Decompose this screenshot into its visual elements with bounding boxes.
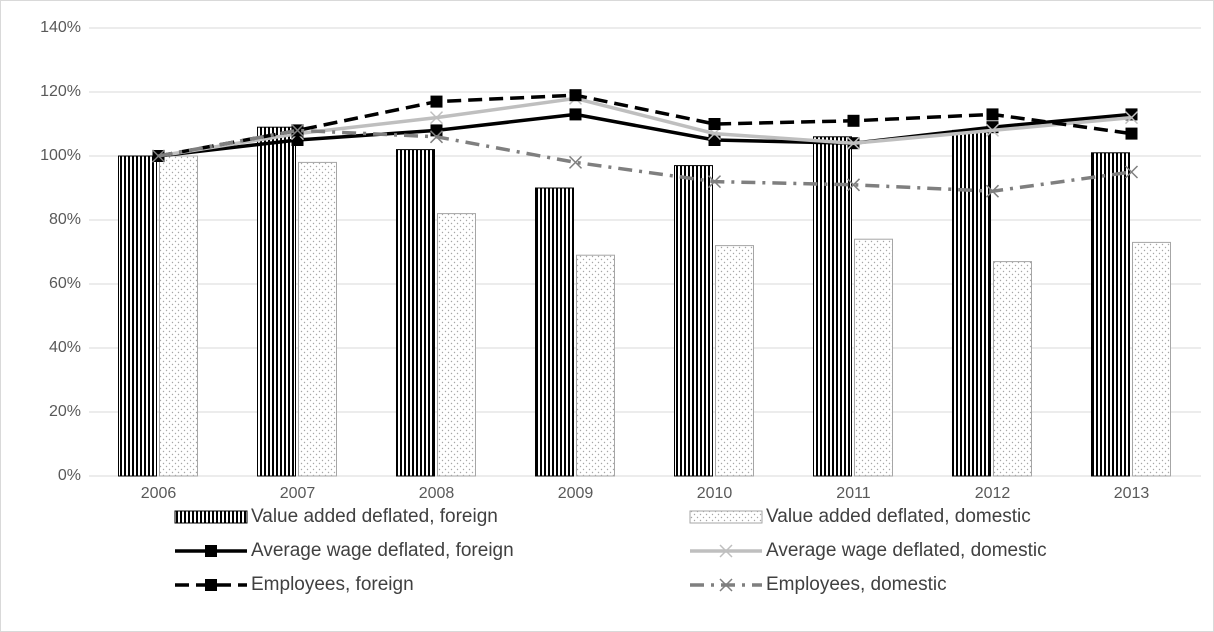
marker [986, 108, 999, 121]
marker [429, 130, 444, 144]
marker [985, 184, 1000, 198]
marker [569, 89, 582, 102]
legend-label: Average wage deflated, domestic [766, 540, 1047, 561]
legend-marker [719, 544, 733, 558]
marker [985, 123, 1000, 137]
legend-marker [205, 579, 217, 591]
marker [568, 155, 583, 169]
line [158, 112, 1132, 158]
marker [707, 175, 722, 189]
legend-label: Value added deflated, foreign [251, 506, 498, 527]
x-tick-label: 2006 [141, 485, 177, 502]
marker [290, 123, 305, 137]
x-tick-label: 2008 [419, 485, 455, 502]
legend-label: Employees, domestic [766, 574, 947, 595]
bar [535, 187, 574, 477]
bar [396, 149, 435, 477]
marker [569, 108, 582, 121]
x-tick-label: 2013 [1114, 485, 1150, 502]
bar [952, 129, 991, 477]
bar [854, 238, 893, 477]
bar [159, 155, 198, 477]
bar [674, 165, 713, 477]
bar [257, 126, 296, 477]
x-tick-label: 2009 [558, 485, 594, 502]
bar [993, 261, 1032, 477]
x-tick-label: 2007 [280, 485, 316, 502]
marker [430, 95, 443, 108]
legend-swatch [174, 510, 248, 524]
bar [1091, 152, 1130, 477]
y-tick-label: 60% [49, 275, 81, 292]
marker [846, 178, 861, 192]
bar [298, 161, 337, 477]
legend-label: Employees, foreign [251, 574, 414, 595]
legend-swatch [689, 510, 763, 524]
x-tick-label: 2012 [975, 485, 1011, 502]
y-tick-label: 120% [40, 83, 81, 100]
legend-marker [205, 545, 217, 557]
y-tick-label: 40% [49, 339, 81, 356]
y-tick-label: 100% [40, 147, 81, 164]
marker [846, 136, 861, 150]
bar [1132, 241, 1171, 477]
bar [576, 254, 615, 477]
marker [151, 149, 166, 163]
marker [430, 124, 443, 137]
marker [847, 114, 860, 127]
marker [1125, 127, 1138, 140]
bar [437, 213, 476, 477]
marker [708, 118, 721, 130]
x-tick-label: 2011 [836, 485, 871, 502]
legend-marker [719, 578, 733, 592]
line [158, 128, 1132, 193]
y-tick-label: 20% [49, 403, 81, 420]
marker [708, 134, 721, 146]
line [158, 93, 1132, 158]
legend-label: Value added deflated, domestic [766, 506, 1031, 527]
marker [429, 111, 444, 125]
y-tick-label: 0% [58, 467, 81, 484]
y-tick-label: 140% [40, 19, 81, 36]
legend-label: Average wage deflated, foreign [251, 540, 514, 561]
x-tick-label: 2010 [697, 485, 733, 502]
bar [715, 245, 754, 477]
bar [118, 155, 157, 477]
marker [1124, 111, 1139, 125]
y-tick-label: 80% [49, 211, 81, 228]
marker [1124, 165, 1139, 179]
bar [813, 136, 852, 477]
